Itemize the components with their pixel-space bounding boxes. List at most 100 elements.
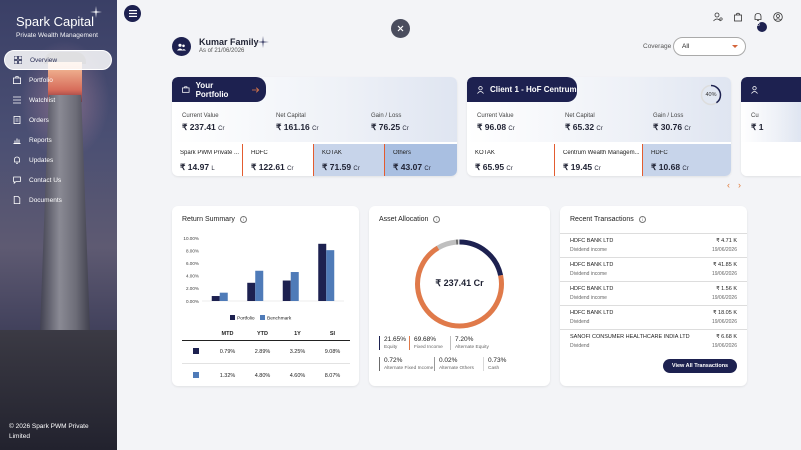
allocation-legend-item: 0.02% Alternate Others: [434, 357, 474, 371]
transaction-type: Dividend: [570, 343, 590, 349]
close-button[interactable]: [391, 19, 410, 38]
sidebar-item-updates[interactable]: Updates: [4, 150, 112, 170]
view-all-transactions-button[interactable]: View All Transactions: [663, 359, 737, 373]
transaction-name: HDFC BANK LTD: [570, 310, 614, 316]
transaction-date: 19/06/2026: [711, 271, 737, 277]
transaction-date: 19/06/2026: [711, 295, 737, 301]
allocation-legend-item: 21.65% Equity: [379, 336, 406, 350]
profile-icon[interactable]: [773, 9, 783, 22]
donut-slice-cash[interactable]: [415, 239, 504, 329]
bar-portfolio-1y[interactable]: [282, 280, 291, 301]
chevron-right-icon[interactable]: ›: [738, 180, 741, 190]
chat-icon: [13, 176, 21, 184]
transaction-amount: ₹ 6.68 K: [716, 334, 737, 340]
holding-item[interactable]: Centrum Wealth Managem... ₹ 19.45 Cr: [555, 144, 643, 176]
sidebar-item-portfolio[interactable]: Portfolio: [4, 70, 112, 90]
net-capital-stat: Net Capital ₹ 161.16 Cr: [276, 113, 319, 133]
gain-loss-stat: Gain / Loss ₹ 30.76 Cr: [653, 113, 691, 132]
sidebar-item-overview[interactable]: Overview: [4, 50, 112, 70]
sidebar-item-label: Reports: [29, 136, 52, 144]
holding-item[interactable]: KOTAK ₹ 71.59 Cr: [314, 144, 385, 176]
brand-subtitle: Private Wealth Management: [16, 32, 98, 39]
transaction-row[interactable]: SANOFI CONSUMER HEALTHCARE INDIA LTD Divi…: [560, 329, 747, 353]
partial-card-tab[interactable]: [741, 77, 801, 102]
close-icon: [397, 25, 404, 32]
holding-item[interactable]: HDFC ₹ 10.68 Cr: [643, 144, 731, 176]
transaction-date: 19/06/2026: [711, 319, 737, 325]
brand[interactable]: Spark Capital Private Wealth Management: [16, 14, 98, 40]
sidebar-item-label: Contact Us: [29, 176, 62, 184]
client-card[interactable]: Client 1 - HoF Centrum 40% Current Value…: [467, 77, 731, 176]
bar-portfolio-ytd[interactable]: [247, 282, 256, 301]
table-row: 1.32% 4.80% 4.60% 8.07%: [182, 364, 350, 387]
donut-slice-fixed-income[interactable]: [415, 239, 504, 329]
holding-item[interactable]: HDFC ₹ 122.61 Cr: [243, 144, 314, 176]
family-avatar: [172, 37, 191, 56]
y-tick-label: 8.00%: [186, 248, 199, 253]
legend-label: Portfolio: [237, 316, 255, 322]
transaction-row[interactable]: HDFC BANK LTD Dividend income ₹ 1.56 K 19/0…: [560, 281, 747, 305]
bar-portfolio-si[interactable]: [318, 243, 327, 301]
portfolio-card-tab[interactable]: Your Portfolio: [172, 77, 266, 102]
chevron-down-icon: [732, 45, 738, 48]
sparkle-icon[interactable]: [257, 36, 269, 48]
bag-icon[interactable]: [733, 9, 743, 22]
coverage-select[interactable]: All: [673, 37, 746, 56]
bell-icon: [13, 156, 21, 164]
transaction-name: HDFC BANK LTD: [570, 262, 614, 268]
current-value-stat: Current Value ₹ 96.08 Cr: [477, 113, 515, 132]
y-tick-label: 10.00%: [183, 236, 199, 241]
holding-item[interactable]: Others ₹ 43.07 Cr: [385, 144, 457, 176]
portfolio-card[interactable]: Your Portfolio Current Value ₹ 237.41 Cr…: [172, 77, 457, 176]
bar-benchmark-ytd[interactable]: [255, 270, 264, 301]
transaction-name: SANOFI CONSUMER HEALTHCARE INDIA LTD: [570, 334, 690, 340]
legend-swatch: [260, 315, 265, 320]
hamburger-icon: [128, 10, 137, 17]
bar-portfolio-mtd[interactable]: [211, 296, 220, 301]
recent-transactions-card: Recent Transactions i HDFC BANK LTD Divide…: [560, 206, 747, 386]
bar-benchmark-mtd[interactable]: [219, 292, 228, 301]
family-name: Kumar Family: [199, 37, 259, 47]
recent-transactions-title: Recent Transactions: [570, 216, 634, 223]
chevron-left-icon[interactable]: ‹: [727, 180, 730, 190]
holding-item[interactable]: Spark PWM Private ... ₹ 14.97 L: [172, 144, 243, 176]
return-table: MTD YTD 1Y SI 0.79% 2.89% 3.25% 9.08% 1.…: [182, 327, 350, 387]
sparkle-icon: [90, 6, 102, 18]
partial-client-card[interactable]: Cu ₹ 1: [741, 77, 801, 176]
notification-badge: 8: [757, 22, 767, 32]
transaction-type: Dividend income: [570, 295, 607, 301]
transaction-row[interactable]: HDFC BANK LTD Dividend income ₹ 4.71 K 19/0…: [560, 233, 747, 257]
transaction-row[interactable]: HDFC BANK LTD Dividend income ₹ 41.85 K 19/…: [560, 257, 747, 281]
sidebar-item-contact-us[interactable]: Contact Us: [4, 170, 112, 190]
menu-button[interactable]: [124, 5, 141, 22]
gain-loss-stat: Gain / Loss ₹ 76.25 Cr: [371, 113, 409, 133]
gain-loss-label: Gain / Loss: [371, 113, 402, 119]
brand-name: Spark Capital: [16, 14, 95, 29]
bar-benchmark-1y[interactable]: [290, 272, 299, 301]
allocation-legend-item: 0.72% Alternate Fixed Income: [379, 357, 433, 371]
net-capital-label: Net Capital: [276, 113, 306, 119]
briefcase-icon: [13, 76, 21, 84]
sidebar-item-documents[interactable]: Documents: [4, 190, 112, 210]
holding-item[interactable]: KOTAK ₹ 65.95 Cr: [467, 144, 555, 176]
bar-benchmark-si[interactable]: [326, 250, 335, 301]
sidebar-item-watchlist[interactable]: Watchlist: [4, 90, 112, 110]
info-icon[interactable]: i: [638, 216, 646, 223]
current-value-label: Current Value: [182, 113, 219, 119]
sidebar-item-label: Overview: [30, 56, 58, 64]
notification-bell-icon[interactable]: 8: [753, 9, 767, 32]
sidebar-item-label: Watchlist: [29, 96, 56, 104]
info-icon[interactable]: i: [433, 216, 441, 223]
sidebar-item-reports[interactable]: Reports: [4, 130, 112, 150]
current-value: ₹ 237.41 Cr: [182, 122, 225, 132]
transaction-row[interactable]: HDFC BANK LTD Dividend ₹ 18.05 K 19/06/2026: [560, 305, 747, 329]
transaction-name: HDFC BANK LTD: [570, 238, 614, 244]
info-icon[interactable]: i: [239, 216, 247, 223]
client-card-tab[interactable]: Client 1 - HoF Centrum: [467, 77, 577, 102]
gain-loss-value: ₹ 76.25 Cr: [371, 122, 409, 132]
sidebar-item-orders[interactable]: Orders: [4, 110, 112, 130]
user-settings-icon[interactable]: [713, 9, 723, 22]
grid-icon: [14, 56, 22, 64]
portfolio-swatch: [193, 348, 199, 354]
y-tick-label: 4.00%: [186, 274, 199, 279]
